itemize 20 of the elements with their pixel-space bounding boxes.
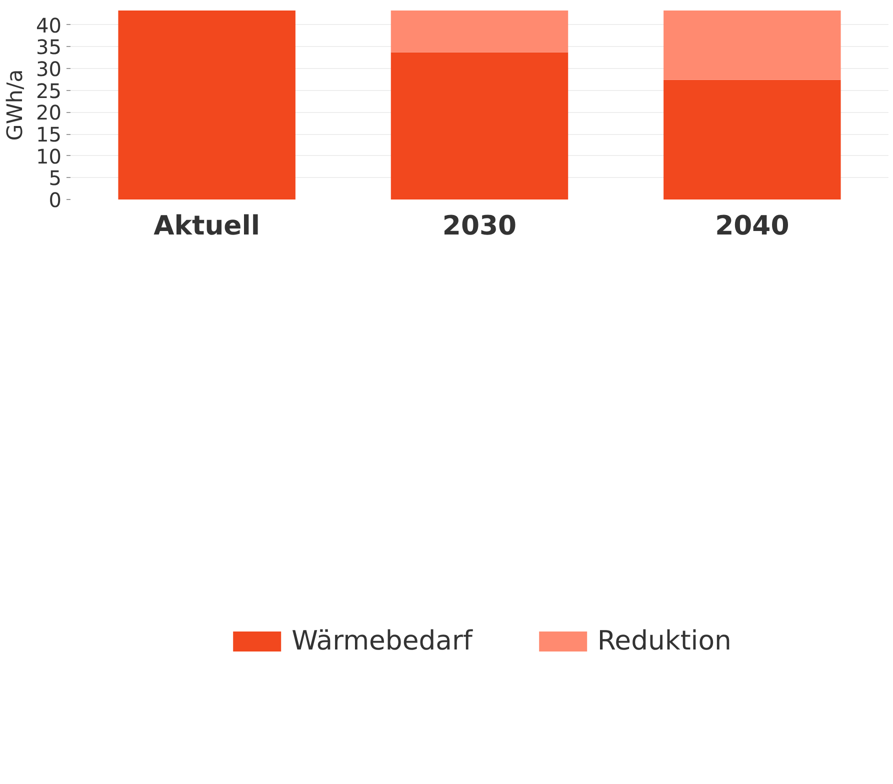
bar: [664, 80, 841, 200]
y-tick-label: 10: [36, 144, 62, 168]
y-tick-label: 25: [36, 78, 62, 103]
x-tick-label: Aktuell: [154, 210, 260, 242]
bar: [390, 52, 568, 200]
x-tick-label: 2030: [442, 210, 517, 242]
y-tick-label: 15: [36, 122, 62, 147]
y-tick-label: 20: [36, 100, 62, 125]
y-tick-label: 30: [36, 57, 62, 82]
y-tick-label: 40: [36, 13, 62, 38]
bar: [390, 10, 568, 52]
bar: [118, 10, 296, 200]
y-axis-title: GWh/a: [3, 69, 28, 141]
y-tick-label: 0: [48, 188, 62, 212]
y-tick-label: 5: [48, 166, 62, 190]
x-tick-label: 2040: [715, 210, 790, 242]
bar: [664, 10, 841, 80]
y-tick-label: 35: [36, 35, 62, 60]
legend-label: Wärmebedarf: [292, 626, 472, 657]
legend-label: Reduktion: [597, 626, 732, 657]
